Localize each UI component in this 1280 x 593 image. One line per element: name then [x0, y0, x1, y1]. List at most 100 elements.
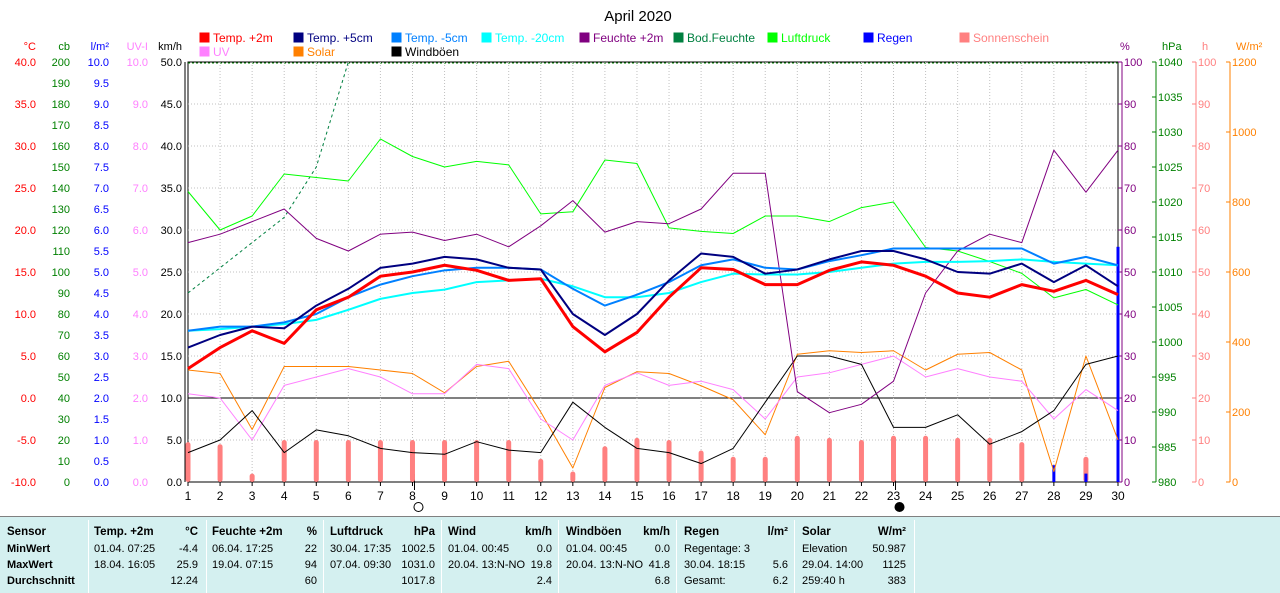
- axis-tick-label: 70: [58, 330, 70, 342]
- x-tick-label: 19: [759, 489, 773, 503]
- axis-unit-label: UV-I: [127, 41, 148, 53]
- stats-value: 25.9: [176, 559, 198, 571]
- legend-label: Temp. +5cm: [307, 31, 373, 45]
- stats-sensor-header: Sensor: [7, 526, 46, 538]
- legend-swatch: [481, 32, 492, 43]
- axis-tick-label: 6.5: [94, 204, 109, 216]
- stats-wind-col: Wind km/h 01.04. 00:45 0.0 20.04. 13:N-N…: [441, 516, 558, 593]
- stats-value: -4.4: [179, 543, 198, 555]
- x-tick-label: 3: [249, 489, 256, 503]
- stats-solar-unit: W/m²: [877, 526, 906, 538]
- axis-tick-label: 20.0: [15, 225, 36, 237]
- stats-time: 18.04. 16:05: [94, 559, 156, 571]
- stats-luftdruck-col: Luftdruck hPa 30.04. 17:35 1002.5 07.04.…: [323, 516, 441, 593]
- axis-tick-label: 10.0: [88, 57, 109, 69]
- chart-title: April 2020: [604, 8, 672, 25]
- x-tick-label: 11: [502, 489, 515, 503]
- axis-tick-label: 90: [1198, 99, 1210, 111]
- axis-tick-label: 0.5: [94, 456, 109, 468]
- axis-tick-label: 30: [1198, 351, 1210, 363]
- sunshine-bar: [602, 446, 608, 482]
- stats-label: Gesamt:: [684, 575, 726, 587]
- x-tick-label: 23: [887, 489, 901, 503]
- series-line-luftdruck: [187, 138, 1119, 306]
- legend-label: Sonnenschein: [973, 31, 1049, 45]
- axis-tick-label: 45.0: [161, 99, 182, 111]
- axis-tick-label: 1020: [1158, 197, 1182, 209]
- x-tick-label: 29: [1079, 489, 1093, 503]
- axis-tick-label: 1035: [1158, 92, 1182, 104]
- sunshine-bar: [281, 440, 287, 482]
- stats-time: 30.04. 18:15: [684, 559, 746, 571]
- axis-tick-label: 30: [1124, 351, 1136, 363]
- sunshine-bar: [698, 450, 704, 482]
- stats-value: 50.987: [872, 543, 906, 555]
- stats-time: 01.04. 00:45: [448, 543, 510, 555]
- axis-tick-label: 15.0: [15, 267, 36, 279]
- axis-tick-label: 190: [52, 78, 70, 90]
- axis-tick-label: 6.0: [133, 225, 148, 237]
- axis-tick-label: 30.0: [15, 141, 36, 153]
- sunshine-bar: [474, 440, 480, 482]
- soil-moisture-dashed-line: [187, 61, 349, 294]
- legend-label: Temp. +2m: [213, 31, 273, 45]
- stats-row-label: MaxWert: [7, 559, 53, 571]
- legend-label: Regen: [877, 31, 912, 45]
- axis-tick-label: 980: [1158, 477, 1176, 489]
- legend-label: UV: [213, 45, 230, 59]
- axis-tick-label: 1005: [1158, 302, 1182, 314]
- axis-tick-label: 30.0: [161, 225, 182, 237]
- axis-tick-label: 0.0: [94, 477, 109, 489]
- axis-tick-label: 3.5: [94, 330, 109, 342]
- legend-swatch: [293, 46, 304, 57]
- stats-value: 0.0: [536, 543, 552, 555]
- sunshine-bar: [730, 456, 736, 482]
- axis-unit-label: cb: [58, 41, 70, 53]
- axis-tick-label: 8.0: [94, 141, 109, 153]
- axis-tick-label: 9.0: [133, 99, 148, 111]
- sunshine-bar: [409, 440, 415, 482]
- x-tick-label: 14: [598, 489, 612, 503]
- axis-tick-label: 0.0: [167, 477, 182, 489]
- sunshine-bar: [313, 440, 319, 482]
- axis-tick-label: 50.0: [161, 57, 182, 69]
- axis-tick-label: 5.5: [94, 246, 109, 258]
- axis-tick-label: 80: [1124, 141, 1136, 153]
- legend-swatch: [391, 32, 402, 43]
- axis-tick-label: 80: [1198, 141, 1210, 153]
- stats-value: 5.6: [772, 559, 788, 571]
- axis-tick-label: 130: [52, 204, 70, 216]
- axis-tick-label: -5.0: [17, 435, 36, 447]
- stats-wind-unit: km/h: [525, 526, 552, 538]
- stats-temp-col: Temp. +2m °C 01.04. 07:25 -4.4 18.04. 16…: [88, 516, 206, 593]
- new-moon-icon: [894, 502, 905, 512]
- x-tick-label: 25: [951, 489, 965, 503]
- axis-tick-label: 100: [1198, 57, 1216, 69]
- stats-label: Elevation: [802, 543, 848, 555]
- axis-tick-label: 1.5: [94, 414, 109, 426]
- x-tick-label: 10: [470, 489, 484, 503]
- stats-time: 20.04. 13:N-NO: [448, 559, 526, 571]
- rain-bar: [1052, 465, 1056, 482]
- x-tick-label: 7: [377, 489, 384, 503]
- sunshine-bar: [987, 437, 993, 482]
- axis-tick-label: 120: [52, 225, 70, 237]
- axis-tick-label: 90: [1124, 99, 1136, 111]
- axis-tick-label: 90: [58, 288, 70, 300]
- axis-tick-label: 50: [1124, 267, 1136, 279]
- axis-unit-label: km/h: [158, 41, 182, 53]
- x-tick-label: 8: [409, 489, 416, 503]
- stats-time: 07.04. 09:30: [330, 559, 392, 571]
- x-tick-label: 17: [694, 489, 708, 503]
- stats-solar-col: Solar W/m² Elevation 50.987 29.04. 14:00…: [794, 516, 914, 593]
- axis-tick-label: 4.0: [133, 309, 148, 321]
- axis-tick-label: 20: [1198, 393, 1210, 405]
- x-tick-label: 27: [1015, 489, 1029, 503]
- x-tick-label: 20: [791, 489, 805, 503]
- axis-tick-label: 10.0: [127, 57, 148, 69]
- legend: Temp. +2m Temp. +5cm Temp. -5cm Temp. -20cm…: [199, 31, 1049, 59]
- axis-tick-label: 3.0: [133, 351, 148, 363]
- x-tick-label: 30: [1111, 489, 1125, 503]
- axis-tick-label: 4.0: [94, 309, 109, 321]
- axis-tick-label: 10: [1124, 435, 1136, 447]
